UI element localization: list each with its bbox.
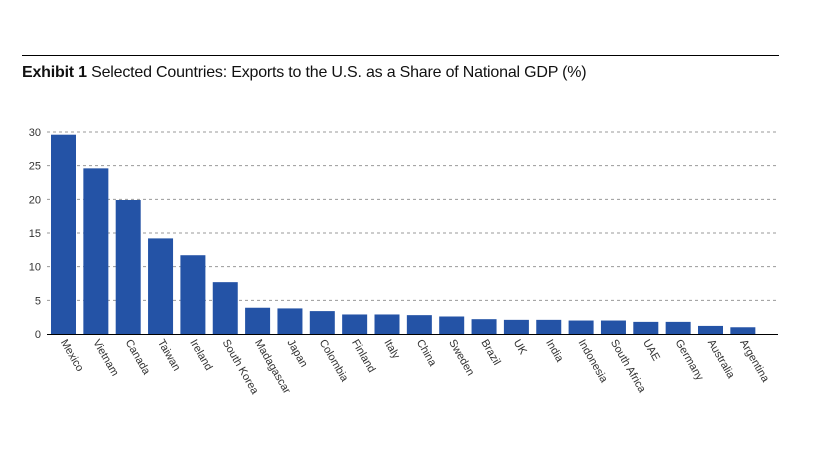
x-tick-label-ireland: Ireland <box>187 338 214 373</box>
x-tick-label-taiwan: Taiwan <box>155 338 183 374</box>
bar-australia <box>698 325 723 334</box>
x-tick-label-uae: UAE <box>640 338 662 364</box>
bar-germany <box>665 321 691 334</box>
x-axis-category-labels: Mexico Vietnam Canada Taiwan Ireland South Ko… <box>58 338 772 398</box>
y-tick-label-25: 25 <box>29 161 41 173</box>
x-tick-label-uk: UK <box>511 338 529 358</box>
x-tick-label-australia: Australia <box>705 338 737 382</box>
bars <box>51 134 756 334</box>
bar-colombia <box>309 311 335 334</box>
bar-india <box>536 319 562 334</box>
x-tick-label-finland: Finland <box>349 338 377 375</box>
bar-sweden <box>439 316 465 334</box>
x-tick-label-germany: Germany <box>673 338 706 384</box>
x-tick-label-argentina: Argentina <box>737 338 771 386</box>
bar-brazil <box>471 319 497 334</box>
x-tick-label-italy: Italy <box>381 338 402 362</box>
bar-japan <box>277 308 303 334</box>
y-tick-label-10: 10 <box>29 262 41 274</box>
exhibit-label: Exhibit 1 <box>22 64 87 81</box>
bar-uk <box>503 319 529 334</box>
bar-ireland <box>180 255 206 334</box>
x-tick-label-sweden: Sweden <box>446 338 476 378</box>
y-tick-label-30: 30 <box>29 127 41 139</box>
bar-uae <box>633 321 659 334</box>
bar-south-africa <box>600 320 626 334</box>
x-tick-label-vietnam: Vietnam <box>90 338 120 379</box>
x-tick-label-canada: Canada <box>123 338 153 378</box>
chart-title-text: Selected Countries: Exports to the U.S. … <box>91 64 587 81</box>
bar-taiwan <box>148 238 174 334</box>
x-tick-label-mexico: Mexico <box>58 338 86 374</box>
x-tick-label-colombia: Colombia <box>317 338 351 385</box>
y-tick-label-15: 15 <box>29 228 41 240</box>
bar-finland <box>342 314 368 334</box>
bar-canada <box>115 200 141 334</box>
title-top-rule <box>22 55 779 56</box>
x-tick-label-indonesia: Indonesia <box>576 338 611 386</box>
x-tick-label-japan: Japan <box>284 338 309 370</box>
bar-china <box>406 315 432 334</box>
x-tick-label-china: China <box>414 338 439 370</box>
chart-title: Exhibit 1 Selected Countries: Exports to… <box>22 64 587 82</box>
bar-south-korea <box>212 282 238 334</box>
y-axis-tick-labels: 0 5 10 15 20 25 30 <box>29 127 41 341</box>
bar-indonesia <box>568 320 594 334</box>
bar-argentina <box>730 327 756 334</box>
bar-mexico <box>51 134 76 334</box>
bar-madagascar <box>245 307 271 334</box>
y-tick-label-20: 20 <box>29 194 41 206</box>
bar-vietnam <box>83 168 109 334</box>
y-tick-label-5: 5 <box>35 295 41 307</box>
x-tick-label-brazil: Brazil <box>478 338 502 368</box>
x-tick-label-india: India <box>543 338 566 365</box>
y-tick-label-0: 0 <box>35 329 41 341</box>
bar-italy <box>374 314 400 334</box>
